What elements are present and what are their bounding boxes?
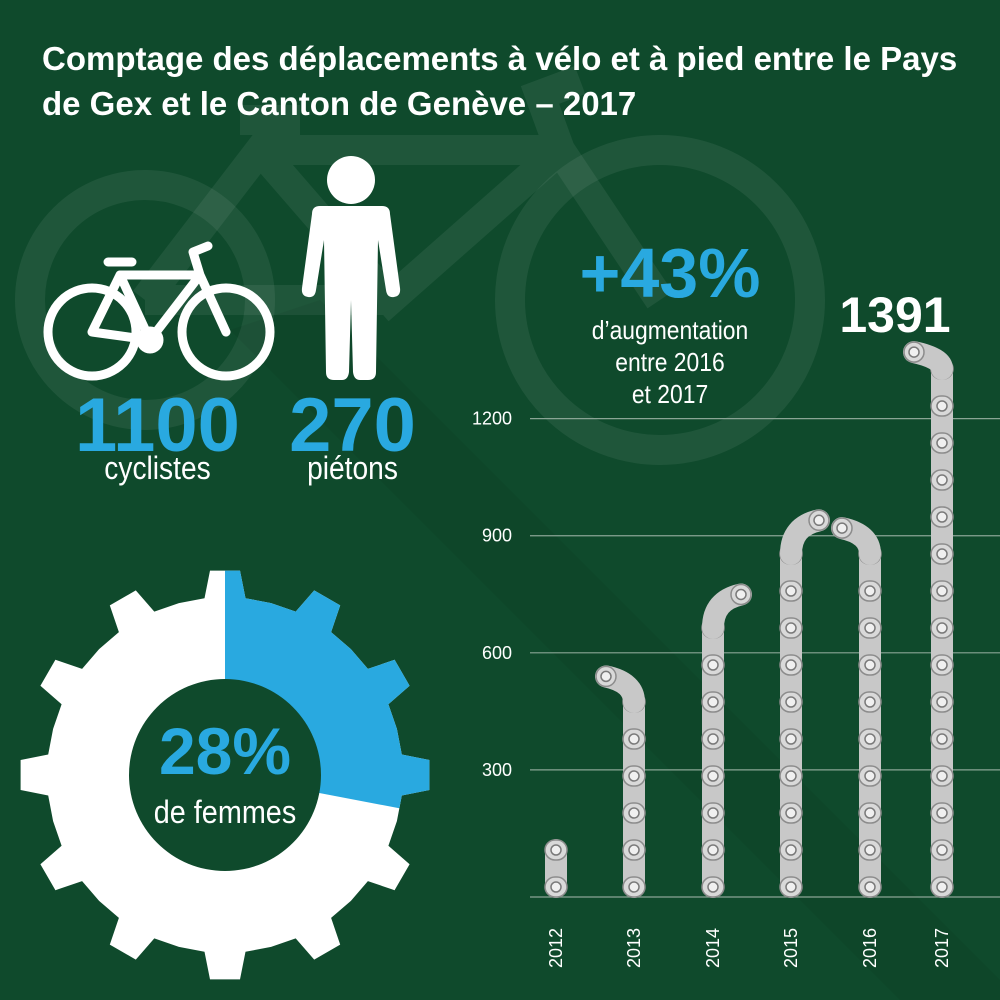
pedestrians-label: piétons bbox=[307, 450, 398, 486]
chain-pin bbox=[628, 881, 640, 893]
chain-pin bbox=[707, 807, 719, 819]
chain-pin bbox=[785, 585, 797, 597]
chain-pin bbox=[785, 881, 797, 893]
cyclists-label: cyclistes bbox=[104, 450, 211, 486]
growth-caption-line2: entre 2016 bbox=[615, 347, 725, 377]
growth-caption: d’augmentation entre 2016 et 2017 bbox=[556, 314, 785, 410]
cyclists-count: 1100 bbox=[75, 383, 240, 468]
chain-pin bbox=[936, 807, 948, 819]
growth-percentage: +43% bbox=[579, 234, 761, 312]
chain-pin bbox=[936, 881, 948, 893]
bar-2014 bbox=[702, 617, 724, 898]
chain-pin bbox=[628, 807, 640, 819]
peak-value-label: 1391 bbox=[839, 287, 951, 343]
chain-pin bbox=[707, 844, 719, 856]
chain-pin bbox=[628, 733, 640, 745]
x-tick-label: 2015 bbox=[781, 928, 801, 968]
x-tick-label: 2014 bbox=[703, 928, 723, 968]
x-tick-label: 2013 bbox=[624, 928, 644, 968]
chain-pin bbox=[785, 807, 797, 819]
y-tick-label: 300 bbox=[482, 760, 512, 780]
chain-pin bbox=[628, 844, 640, 856]
chain-pin bbox=[550, 881, 562, 893]
x-tick-label: 2016 bbox=[860, 928, 880, 968]
chain-pin bbox=[707, 881, 719, 893]
chain-pin bbox=[936, 659, 948, 671]
chain-pin bbox=[864, 844, 876, 856]
infographic-title: Comptage des déplacements à vélo et à pi… bbox=[42, 40, 958, 122]
chain-pin bbox=[550, 844, 562, 856]
women-label: de femmes bbox=[153, 794, 297, 830]
chain-pin bbox=[864, 622, 876, 634]
chain-tip-pin bbox=[836, 522, 848, 534]
chain-pin bbox=[936, 622, 948, 634]
chain-pin bbox=[864, 770, 876, 782]
chain-pin bbox=[864, 585, 876, 597]
chain-pin bbox=[936, 548, 948, 560]
y-tick-label: 1200 bbox=[472, 409, 512, 429]
chain-pin bbox=[785, 770, 797, 782]
chain-pin bbox=[936, 770, 948, 782]
women-percentage: 28% bbox=[158, 714, 292, 788]
chain-pin bbox=[785, 844, 797, 856]
chain-pin bbox=[936, 437, 948, 449]
chain-pin bbox=[707, 696, 719, 708]
y-tick-label: 600 bbox=[482, 643, 512, 663]
chain-pin bbox=[628, 770, 640, 782]
chain-pin bbox=[864, 881, 876, 893]
chain-tip-pin bbox=[908, 346, 920, 358]
x-tick-label: 2017 bbox=[932, 928, 952, 968]
chain-pin bbox=[707, 659, 719, 671]
chain-pin bbox=[936, 474, 948, 486]
bar-2013 bbox=[623, 691, 645, 898]
chain-pin bbox=[864, 696, 876, 708]
x-tick-label: 2012 bbox=[546, 928, 566, 968]
chain-pin bbox=[936, 585, 948, 597]
chain-tip-pin bbox=[600, 670, 612, 683]
chain-pin bbox=[864, 807, 876, 819]
chain-pin bbox=[864, 733, 876, 745]
chain-pin bbox=[936, 696, 948, 708]
chain-pin bbox=[936, 511, 948, 523]
chain-pin bbox=[785, 622, 797, 634]
growth-caption-line3: et 2017 bbox=[631, 379, 709, 409]
growth-caption-line1: d’augmentation bbox=[591, 315, 749, 345]
chain-pin bbox=[785, 659, 797, 671]
chain-pin bbox=[936, 844, 948, 856]
chain-tip-pin bbox=[813, 514, 825, 527]
chain-pin bbox=[707, 733, 719, 745]
chain-tip-pin bbox=[735, 588, 747, 601]
chain-pin bbox=[785, 733, 797, 745]
chain-pin bbox=[707, 770, 719, 782]
chain-pin bbox=[936, 733, 948, 745]
pedestrians-count: 270 bbox=[289, 383, 416, 468]
chain-pin bbox=[936, 400, 948, 412]
chain-pin bbox=[785, 696, 797, 708]
chain-pin bbox=[864, 659, 876, 671]
y-tick-label: 900 bbox=[482, 526, 512, 546]
